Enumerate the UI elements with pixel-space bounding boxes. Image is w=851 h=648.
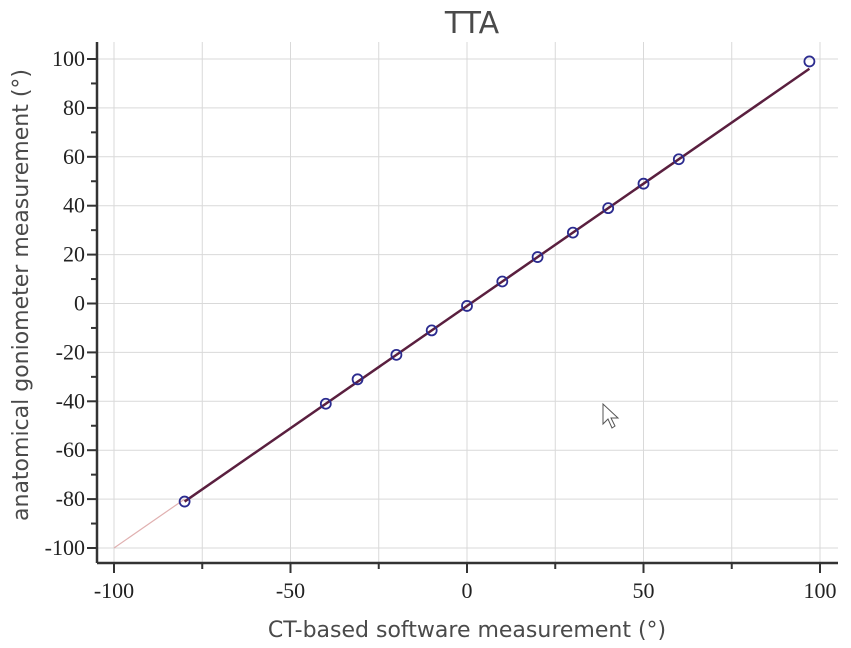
x-tick-label: -100 bbox=[94, 578, 134, 603]
data-point bbox=[602, 202, 615, 215]
x-axis-label: CT-based software measurement (°) bbox=[268, 618, 666, 643]
data-point bbox=[672, 153, 685, 166]
data-point bbox=[803, 55, 816, 68]
data-point bbox=[567, 226, 579, 239]
y-tick-label: 40 bbox=[63, 193, 85, 218]
x-tick-label: 100 bbox=[804, 578, 837, 603]
y-tick-label: 100 bbox=[52, 46, 85, 71]
data-point bbox=[531, 251, 544, 263]
data-point bbox=[178, 495, 191, 508]
x-tick-label: 0 bbox=[462, 578, 473, 603]
mouse-cursor-icon bbox=[602, 402, 620, 429]
data-point bbox=[390, 348, 403, 361]
tick-labels: -100 -80 -60 -40 -20 0 20 40 60 80 100 -100 -50 0 50 10… bbox=[45, 46, 837, 603]
axes bbox=[87, 42, 838, 573]
data-point bbox=[351, 373, 364, 386]
x-tick-label: 50 bbox=[633, 578, 655, 603]
y-tick-label: 0 bbox=[74, 291, 85, 316]
y-tick-label: 60 bbox=[63, 144, 85, 169]
data-point bbox=[461, 300, 473, 312]
data-point bbox=[496, 275, 509, 288]
fit-line bbox=[183, 67, 811, 503]
y-tick-label: -100 bbox=[45, 535, 85, 560]
y-tick-label: -60 bbox=[56, 437, 85, 462]
data-points bbox=[178, 55, 816, 508]
data-point bbox=[637, 177, 650, 190]
y-tick-label: 80 bbox=[63, 95, 85, 120]
data-point bbox=[425, 324, 438, 337]
grid bbox=[97, 42, 838, 563]
regression-lines bbox=[113, 67, 811, 549]
data-point bbox=[319, 397, 332, 410]
y-tick-label: -80 bbox=[56, 486, 85, 511]
chart-title: TTA bbox=[444, 6, 500, 41]
y-tick-label: -40 bbox=[56, 388, 85, 413]
y-tick-label: 20 bbox=[63, 242, 85, 267]
y-tick-label: -20 bbox=[56, 339, 85, 364]
y-axis-label: anatomical goniometer measurement (°) bbox=[9, 69, 34, 521]
identity-line bbox=[113, 498, 185, 549]
x-tick-label: -50 bbox=[276, 578, 305, 603]
